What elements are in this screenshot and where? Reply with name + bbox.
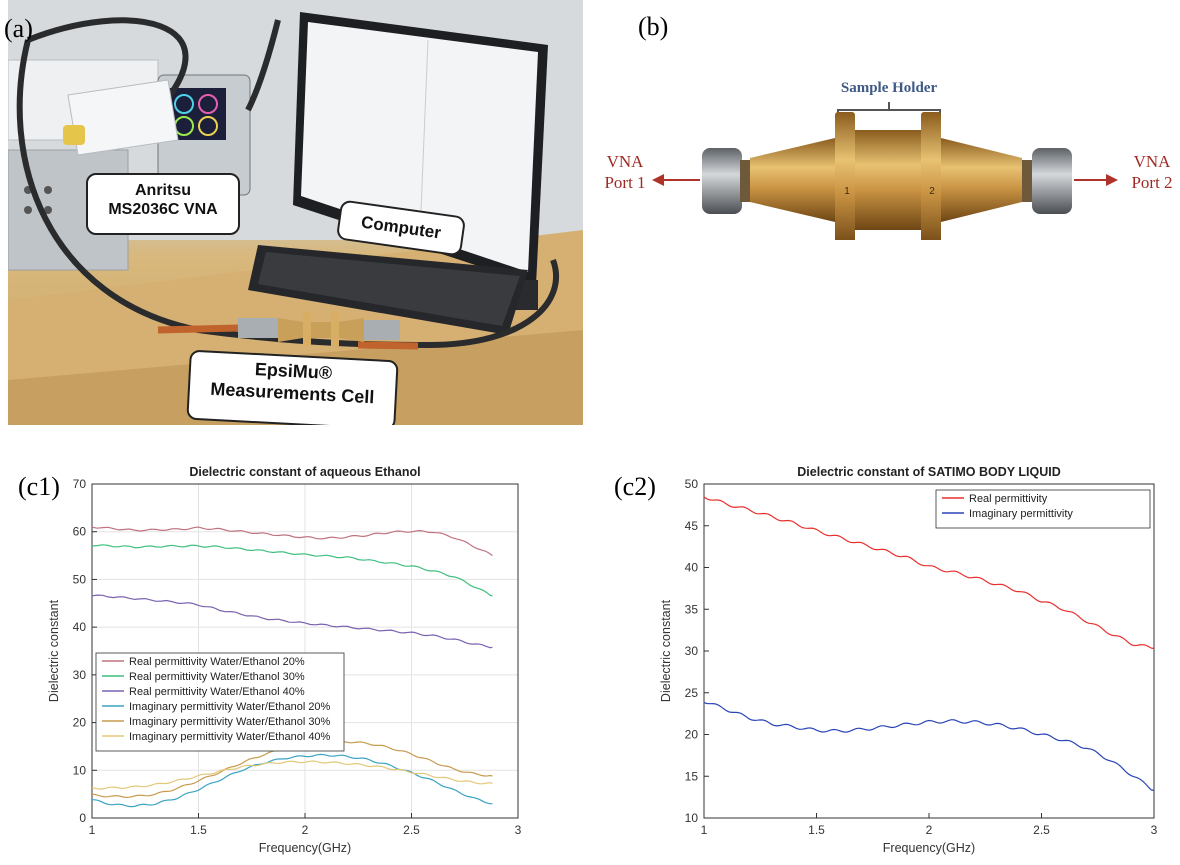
- legend: [95, 652, 345, 752]
- y-tick-label: 40: [685, 561, 699, 575]
- cell-callout: EpsiMu® Measurements Cell: [186, 349, 399, 425]
- vna-callout: Anritsu MS2036C VNA: [86, 173, 240, 235]
- y-axis-label: Dielectric constant: [47, 599, 61, 702]
- legend-entry: Real permittivity Water/Ethanol 20%: [129, 656, 305, 668]
- port2-line2: Port 2: [1131, 173, 1172, 192]
- x-tick-label: 1: [89, 823, 96, 837]
- computer-callout-text: Computer: [359, 212, 443, 243]
- y-tick-label: 0: [79, 811, 86, 825]
- x-axis-label: Frequency(GHz): [883, 841, 975, 855]
- y-tick-label: 40: [73, 620, 87, 634]
- series-line: [91, 594, 493, 649]
- x-tick-label: 2.5: [403, 823, 420, 837]
- y-tick-label: 20: [73, 716, 87, 730]
- x-tick-label: 3: [1151, 823, 1158, 837]
- legend-entry: Real permittivity Water/Ethanol 40%: [129, 686, 305, 698]
- port1-line2: Port 1: [604, 173, 645, 192]
- x-tick-label: 2: [926, 823, 933, 837]
- marker-2: 2: [929, 186, 935, 197]
- sample-holder-diagram: Sample Holder 1 2 VNA Port 1 VNA Port 2: [604, 80, 1173, 240]
- x-tick-label: 2: [302, 823, 309, 837]
- y-tick-label: 30: [73, 668, 87, 682]
- legend-entry: Imaginary permittivity Water/Ethanol 30%: [129, 716, 331, 728]
- y-tick-label: 60: [73, 525, 87, 539]
- x-tick-label: 1.5: [190, 823, 207, 837]
- port1-line1: VNA: [607, 152, 645, 171]
- series-line: [91, 526, 493, 557]
- y-axis-label: Dielectric constant: [659, 599, 673, 702]
- legend-entry: Real permittivity Water/Ethanol 30%: [129, 671, 305, 683]
- series-line: [91, 753, 493, 808]
- x-tick-label: 1: [701, 823, 708, 837]
- series-line: [91, 544, 493, 597]
- y-tick-label: 10: [685, 811, 699, 825]
- marker-1: 1: [844, 186, 850, 197]
- y-tick-label: 45: [685, 519, 699, 533]
- y-tick-label: 20: [685, 728, 699, 742]
- y-tick-label: 10: [73, 763, 87, 777]
- lab-setup-illustration: [8, 0, 583, 425]
- port2-line1: VNA: [1134, 152, 1172, 171]
- legend: [935, 489, 1151, 529]
- chart-title: Dielectric constant of aqueous Ethanol: [189, 465, 420, 479]
- satimo-dielectric-chart: 1 1.5 2 2.5 3 10 15 20 25 30 35 40 45 50 Dielectric co…: [659, 465, 1158, 855]
- y-tick-label: 50: [685, 477, 699, 491]
- legend-entry: Real permittivity: [969, 493, 1048, 505]
- panel-label-b: (b): [638, 12, 669, 41]
- x-tick-label: 1.5: [808, 823, 825, 837]
- y-tick-label: 35: [685, 602, 699, 616]
- legend-entry: Imaginary permittivity: [969, 508, 1073, 520]
- legend-entry: Imaginary permittivity Water/Ethanol 40%: [129, 731, 331, 743]
- panel-label-a: (a): [4, 14, 33, 43]
- x-axis-label: Frequency(GHz): [259, 841, 351, 855]
- x-tick-label: 2.5: [1033, 823, 1050, 837]
- panel-label-c1: (c1): [18, 472, 60, 501]
- y-tick-label: 25: [685, 686, 699, 700]
- x-tick-label: 3: [515, 823, 522, 837]
- vna-callout-line1: Anritsu: [135, 182, 191, 199]
- right-connector: [1032, 148, 1072, 214]
- left-connector: [702, 148, 742, 214]
- series-line: [703, 496, 1155, 650]
- series-line: [91, 760, 493, 790]
- vna-callout-line2: MS2036C VNA: [108, 201, 218, 219]
- chart-title: Dielectric constant of SATIMO BODY LIQUI…: [797, 465, 1060, 479]
- lab-setup-photo: Anritsu MS2036C VNA Computer EpsiMu® Mea…: [8, 0, 583, 425]
- series-line: [703, 702, 1155, 791]
- panel-label-c2: (c2): [614, 472, 656, 501]
- y-tick-label: 30: [685, 644, 699, 658]
- legend-entry: Imaginary permittivity Water/Ethanol 20%: [129, 701, 331, 713]
- y-tick-label: 50: [73, 572, 87, 586]
- sample-holder-label: Sample Holder: [841, 80, 938, 96]
- plot-area: [704, 484, 1154, 818]
- y-tick-label: 70: [73, 477, 87, 491]
- y-tick-label: 15: [685, 769, 699, 783]
